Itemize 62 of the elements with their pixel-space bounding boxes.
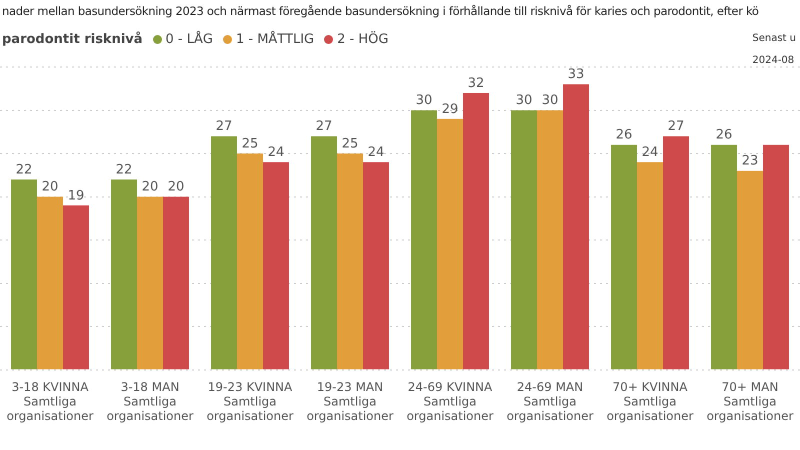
data-label: 30 <box>542 93 558 108</box>
bar <box>11 179 37 370</box>
x-tick-label: 24-69 KVINNA Samtliga organisationer <box>406 380 494 423</box>
bar <box>411 110 437 370</box>
data-label: 27 <box>216 119 232 134</box>
bar <box>137 196 163 370</box>
bar <box>611 144 637 370</box>
data-label: 27 <box>316 119 332 134</box>
text: 2024-08 <box>752 54 796 68</box>
data-label: 24 <box>368 145 384 160</box>
bar <box>537 110 563 370</box>
data-label: 20 <box>142 180 158 195</box>
data-label: 33 <box>568 67 584 82</box>
legend-label: 2 - HÖG <box>337 32 388 47</box>
x-tick-label: 3-18 MAN Samtliga organisationer <box>106 380 194 423</box>
data-label: 30 <box>516 93 532 108</box>
bar <box>237 154 263 370</box>
data-label: 26 <box>716 128 732 143</box>
data-label: 25 <box>242 136 258 152</box>
bar <box>363 162 389 370</box>
data-label: 27 <box>668 119 684 134</box>
legend-label: 1 - MÅTTLIG <box>236 32 314 47</box>
text: Senast u <box>752 32 796 46</box>
bar <box>511 110 537 370</box>
bar <box>463 92 489 370</box>
x-tick-label: 70+ MAN Samtliga organisationer <box>706 380 794 423</box>
legend-title: parodontit risknivå <box>2 32 143 47</box>
x-tick-label: 3-18 KVINNA Samtliga organisationer <box>6 380 94 423</box>
x-tick-label: 24-69 MAN Samtliga organisationer <box>506 380 594 423</box>
bar <box>37 196 63 370</box>
bar <box>337 154 363 370</box>
bar <box>637 162 663 370</box>
data-label: 26 <box>616 128 632 143</box>
data-label: 29 <box>442 102 458 117</box>
bar <box>263 162 289 370</box>
bar <box>563 84 589 370</box>
bar <box>711 144 737 370</box>
bar <box>111 179 137 370</box>
bar <box>211 136 237 370</box>
x-tick-label: 19-23 MAN Samtliga organisationer <box>306 380 394 423</box>
data-label: 32 <box>468 76 484 91</box>
chart-title: nader mellan basundersökning 2023 och närmast föregående basundersökning i förhållande till risknivå för karies och parodontit, efter kö <box>1 3 760 18</box>
bar <box>663 136 689 370</box>
bar <box>63 205 89 370</box>
bar <box>163 196 189 370</box>
data-label: 19 <box>68 188 84 204</box>
legend-label: 0 - LÅG <box>166 32 213 47</box>
data-label: 24 <box>642 145 658 160</box>
bar <box>437 118 463 370</box>
data-label: 20 <box>168 180 184 195</box>
data-label: 24 <box>268 145 284 160</box>
x-tick-label: 70+ KVINNA Samtliga organisationer <box>606 380 694 423</box>
data-label: 30 <box>416 93 432 108</box>
data-label: 22 <box>116 162 132 178</box>
x-tick-label: 19-23 KVINNA Samtliga organisationer <box>206 380 294 423</box>
bar <box>737 170 763 370</box>
data-label: 20 <box>42 180 58 195</box>
data-label: 23 <box>742 154 758 169</box>
data-label: 25 <box>342 136 358 152</box>
bar <box>763 144 789 370</box>
data-label: 22 <box>16 162 32 178</box>
bar <box>311 136 337 370</box>
